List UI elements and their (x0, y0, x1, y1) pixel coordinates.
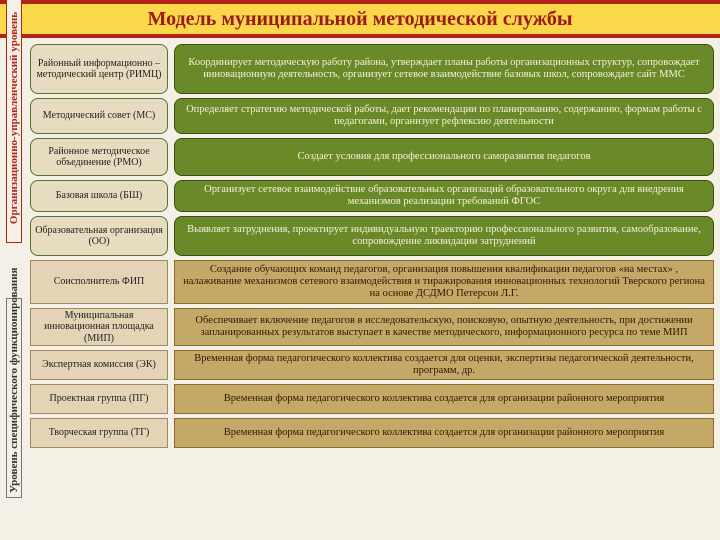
sidebar-labels: Организационно-управленческий уровеньУро… (0, 38, 28, 540)
row-8: Проектная группа (ПГ)Временная форма пед… (30, 384, 714, 414)
rows-container: Районный информационно – методический це… (28, 38, 720, 540)
left-box-3: Базовая школа (БШ) (30, 180, 168, 212)
page-title: Модель муниципальной методической службы (148, 8, 573, 31)
row-3: Базовая школа (БШ)Организует сетевое вза… (30, 180, 714, 212)
left-box-1: Методический совет (МС) (30, 98, 168, 134)
left-box-5: Соисполнитель ФИП (30, 260, 168, 304)
content-area: Организационно-управленческий уровеньУро… (0, 38, 720, 540)
right-box-8: Временная форма педагогического коллекти… (174, 384, 714, 414)
right-box-3: Организует сетевое взаимодействие образо… (174, 180, 714, 212)
left-box-9: Творческая группа (ТГ) (30, 418, 168, 448)
right-box-7: Временная форма педагогического коллекти… (174, 350, 714, 380)
row-5: Соисполнитель ФИПСоздание обучающих кома… (30, 260, 714, 304)
left-box-8: Проектная группа (ПГ) (30, 384, 168, 414)
right-box-2: Создает условия для профессионального са… (174, 138, 714, 176)
left-box-4: Образовательная организация (ОО) (30, 216, 168, 256)
left-box-7: Экспертная комиссия (ЭК) (30, 350, 168, 380)
right-box-9: Временная форма педагогического коллекти… (174, 418, 714, 448)
left-box-2: Районное методическое объединение (РМО) (30, 138, 168, 176)
right-box-6: Обеспечивает включение педагогов в иссле… (174, 308, 714, 346)
row-9: Творческая группа (ТГ)Временная форма пе… (30, 418, 714, 448)
right-box-0: Координирует методическую работу района,… (174, 44, 714, 94)
left-box-6: Муниципальная инновационная площадка (МИ… (30, 308, 168, 346)
row-2: Районное методическое объединение (РМО)С… (30, 138, 714, 176)
side-label-0: Организационно-управленческий уровень (6, 0, 22, 243)
right-box-4: Выявляет затруднения, проектирует индиви… (174, 216, 714, 256)
row-7: Экспертная комиссия (ЭК)Временная форма … (30, 350, 714, 380)
row-6: Муниципальная инновационная площадка (МИ… (30, 308, 714, 346)
title-bar: Модель муниципальной методической службы (0, 0, 720, 38)
side-label-1: Уровень специфического функционирования (6, 298, 22, 498)
right-box-5: Создание обучающих команд педагогов, орг… (174, 260, 714, 304)
row-4: Образовательная организация (ОО)Выявляет… (30, 216, 714, 256)
row-0: Районный информационно – методический це… (30, 44, 714, 94)
left-box-0: Районный информационно – методический це… (30, 44, 168, 94)
right-box-1: Определяет стратегию методической работы… (174, 98, 714, 134)
row-1: Методический совет (МС)Определяет страте… (30, 98, 714, 134)
